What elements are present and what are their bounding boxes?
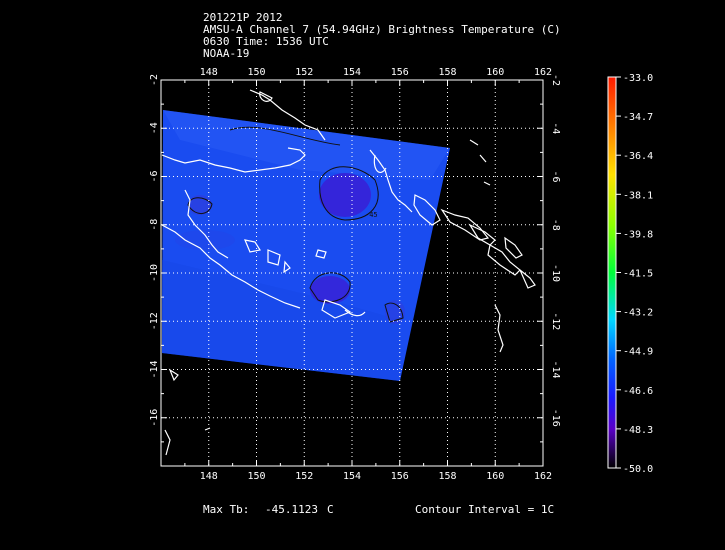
header-line-4: NOAA-19 [203,47,250,60]
lat-tick-label-left: -16 [149,409,160,427]
lon-tick-label-top: 148 [200,67,218,78]
lat-tick-label-right: -2 [550,74,561,86]
lon-tick-label-bottom: 162 [534,471,552,482]
lon-tick-label-top: 152 [295,67,313,78]
lat-tick-label-left: -14 [149,360,160,378]
lon-tick-label-top: 158 [438,67,456,78]
lon-tick-label-bottom: 160 [486,471,504,482]
contour-lines [187,126,404,323]
colorbar-tick-label: -38.1 [623,190,653,201]
lat-tick-label-left: -10 [149,264,160,282]
lat-tick-label-right: -8 [550,219,561,231]
colorbar-labels: -33.0 -34.7 -36.4 -38.1 -39.8 -41.5 -43.2 -44.9… [623,73,653,475]
colorbar-tick-label: -36.4 [623,151,653,162]
lon-tick-label-bottom: 158 [438,471,456,482]
lat-tick-label-left: -2 [149,74,160,86]
header-line-1: 201221P 2012 [203,11,283,24]
lat-tick-label-left: -6 [149,170,160,182]
lat-tick-label-right: -16 [550,409,561,427]
colorbar-tick-label: -34.7 [623,112,653,123]
max-tb-label: Max Tb: [203,503,250,516]
lat-tick-label-right: -12 [550,312,561,330]
lat-tick-label-right: -14 [550,360,561,378]
lon-tick-label-bottom: 148 [200,471,218,482]
lon-tick-label-bottom: 156 [391,471,409,482]
colorbar-tick-label: -43.2 [623,308,653,319]
lon-tick-label-bottom: 152 [295,471,313,482]
lat-tick-label-left: -12 [149,312,160,330]
colorbar-tick-label: -44.9 [623,347,653,358]
colorbar-tick-label: -33.0 [623,73,653,84]
colorbar-tick-label: -48.3 [623,425,653,436]
colorbar-tick-label: -39.8 [623,229,653,240]
header-line-2: AMSU-A Channel 7 (54.94GHz) Brightness T… [203,23,561,36]
lon-tick-label-bottom: 154 [343,471,361,482]
max-tb-value: -45.1123 [265,503,318,516]
max-tb-unit: C [327,503,334,516]
coastlines [161,89,536,456]
axis-tick-labels: 148 148 150 150 152 152 154 154 156 156 158 158 160 1… [149,67,561,482]
header-line-3: 0630 Time: 1536 UTC [203,35,329,48]
lat-tick-label-left: -8 [149,219,160,231]
axis-ticks [161,79,544,466]
cold-region [319,173,371,217]
colorbar [607,76,617,469]
colorbar-tick-label: -46.6 [623,386,653,397]
lat-tick-label-right: -4 [550,122,561,134]
colorbar-tick-label: -41.5 [623,269,653,280]
lon-tick-label-top: 150 [247,67,265,78]
contour-label: -45 [365,211,378,219]
lon-tick-label-top: 162 [534,67,552,78]
lat-tick-label-right: -10 [550,264,561,282]
lon-tick-label-top: 154 [343,67,361,78]
lon-tick-label-top: 160 [486,67,504,78]
lon-tick-label-top: 156 [391,67,409,78]
lat-tick-label-left: -4 [149,122,160,134]
lon-tick-label-bottom: 150 [247,471,265,482]
lat-tick-label-right: -6 [550,170,561,182]
cold-region [310,276,350,304]
colorbar-tick-label: -50.0 [623,464,653,475]
contour-interval: Contour Interval = 1C [415,503,555,516]
